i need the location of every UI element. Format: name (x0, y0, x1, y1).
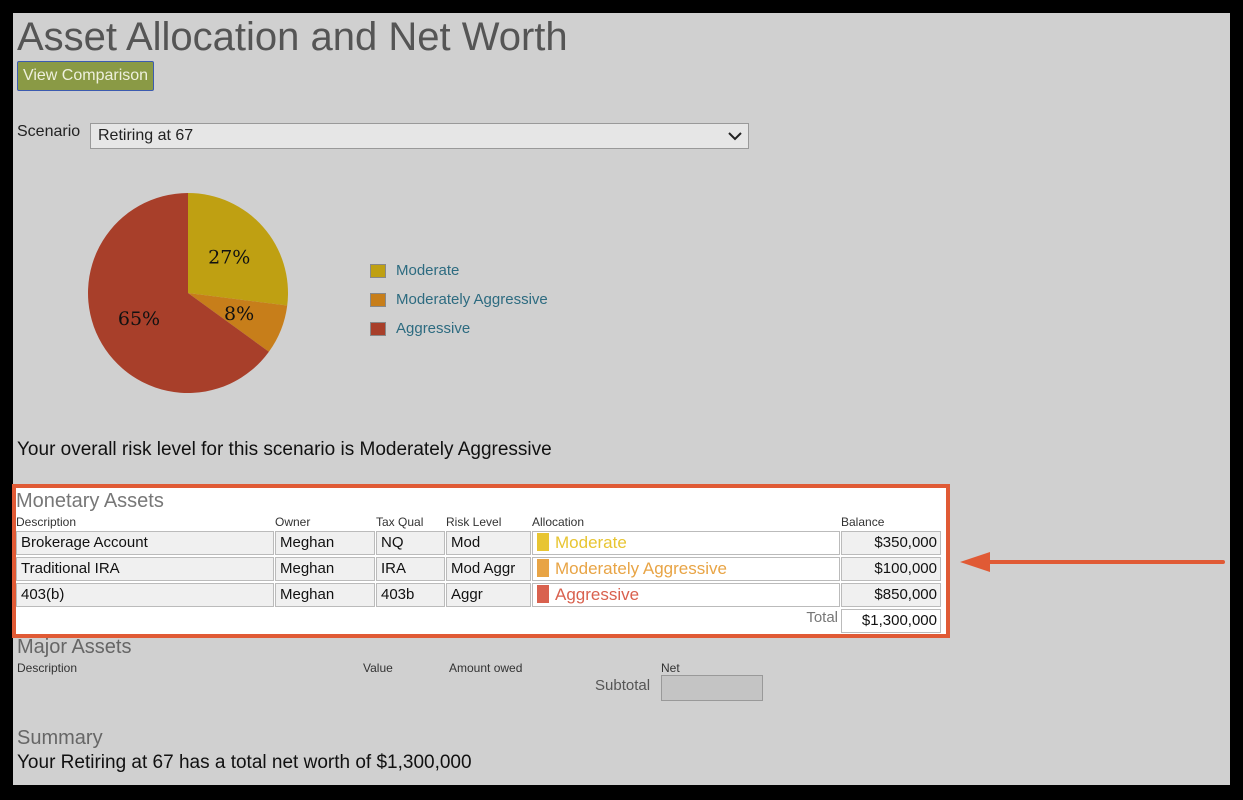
legend-item-moderate: Moderate (370, 256, 548, 285)
row-allocation[interactable]: Moderate (532, 531, 840, 555)
row-tax-qual[interactable]: IRA (376, 557, 445, 581)
monetary-assets-title: Monetary Assets (16, 490, 164, 512)
col-header-risk-level: Risk Level (446, 515, 502, 529)
subtotal-label: Subtotal (595, 677, 651, 694)
summary-text: Your Retiring at 67 has a total net wort… (17, 752, 472, 773)
subtotal-field (661, 675, 763, 701)
row-balance[interactable]: $850,000 (841, 583, 941, 607)
total-value: $1,300,000 (841, 609, 941, 633)
row-allocation[interactable]: Moderately Aggressive (532, 557, 840, 581)
monetary-assets-panel: Monetary Assets Description Owner Tax Qu… (12, 484, 950, 638)
row-balance[interactable]: $100,000 (841, 557, 941, 581)
allocation-label: Moderate (555, 533, 627, 552)
allocation-swatch (537, 559, 549, 577)
major-col-net: Net (661, 661, 680, 675)
scenario-label: Scenario (17, 123, 81, 140)
allocation-label: Moderately Aggressive (555, 559, 727, 578)
pie-legend: Moderate Moderately Aggressive Aggressiv… (370, 256, 548, 343)
col-header-balance: Balance (841, 515, 885, 529)
row-risk-level[interactable]: Mod (446, 531, 531, 555)
scenario-select[interactable]: Retiring at 67 (90, 123, 749, 149)
scenario-select-value: Retiring at 67 (98, 127, 194, 144)
chevron-down-icon (728, 124, 742, 155)
col-header-description: Description (16, 515, 77, 529)
row-owner[interactable]: Meghan (275, 531, 375, 555)
major-col-description: Description (17, 661, 78, 675)
legend-swatch (370, 292, 386, 307)
app-frame: Asset Allocation and Net Worth View Comp… (12, 13, 1230, 785)
page-title: Asset Allocation and Net Worth (17, 15, 568, 59)
view-comparison-button[interactable]: View Comparison (17, 61, 154, 91)
row-risk-level[interactable]: Aggr (446, 583, 531, 607)
legend-item-aggressive: Aggressive (370, 314, 548, 343)
major-col-value: Value (363, 661, 393, 675)
total-label: Total (806, 609, 838, 626)
pie-label-moderate: 27% (208, 247, 250, 269)
legend-item-moderately-aggressive: Moderately Aggressive (370, 285, 548, 314)
legend-label: Moderately Aggressive (396, 291, 548, 308)
pie-label-aggressive: 65% (118, 308, 160, 330)
major-assets-title: Major Assets (17, 636, 132, 658)
risk-level-sentence: Your overall risk level for this scenari… (17, 439, 552, 460)
legend-label: Moderate (396, 262, 460, 279)
col-header-tax-qual: Tax Qual (376, 515, 424, 529)
pie-slice-moderate (188, 193, 288, 306)
row-description[interactable]: Traditional IRA (16, 557, 274, 581)
allocation-pie-chart: 27% 8% 65% (87, 193, 288, 393)
legend-label: Aggressive (396, 320, 471, 337)
allocation-label: Aggressive (555, 585, 640, 604)
pie-label-moderately-aggressive: 8% (224, 303, 254, 325)
row-balance[interactable]: $350,000 (841, 531, 941, 555)
col-header-owner: Owner (275, 515, 311, 529)
row-description[interactable]: Brokerage Account (16, 531, 274, 555)
legend-swatch (370, 263, 386, 278)
pie-slice-aggressive (87, 193, 269, 393)
allocation-swatch (537, 533, 549, 551)
row-owner[interactable]: Meghan (275, 583, 375, 607)
row-owner[interactable]: Meghan (275, 557, 375, 581)
row-allocation[interactable]: Aggressive (532, 583, 840, 607)
col-header-allocation: Allocation (532, 515, 585, 529)
major-col-amount-owed: Amount owed (449, 661, 523, 675)
arrow-left-icon (960, 552, 1225, 572)
summary-title: Summary (17, 727, 103, 749)
legend-swatch (370, 321, 386, 336)
allocation-swatch (537, 585, 549, 603)
row-risk-level[interactable]: Mod Aggr (446, 557, 531, 581)
row-description[interactable]: 403(b) (16, 583, 274, 607)
row-tax-qual[interactable]: 403b (376, 583, 445, 607)
pie-slice-moderately-aggressive (188, 293, 288, 352)
row-tax-qual[interactable]: NQ (376, 531, 445, 555)
